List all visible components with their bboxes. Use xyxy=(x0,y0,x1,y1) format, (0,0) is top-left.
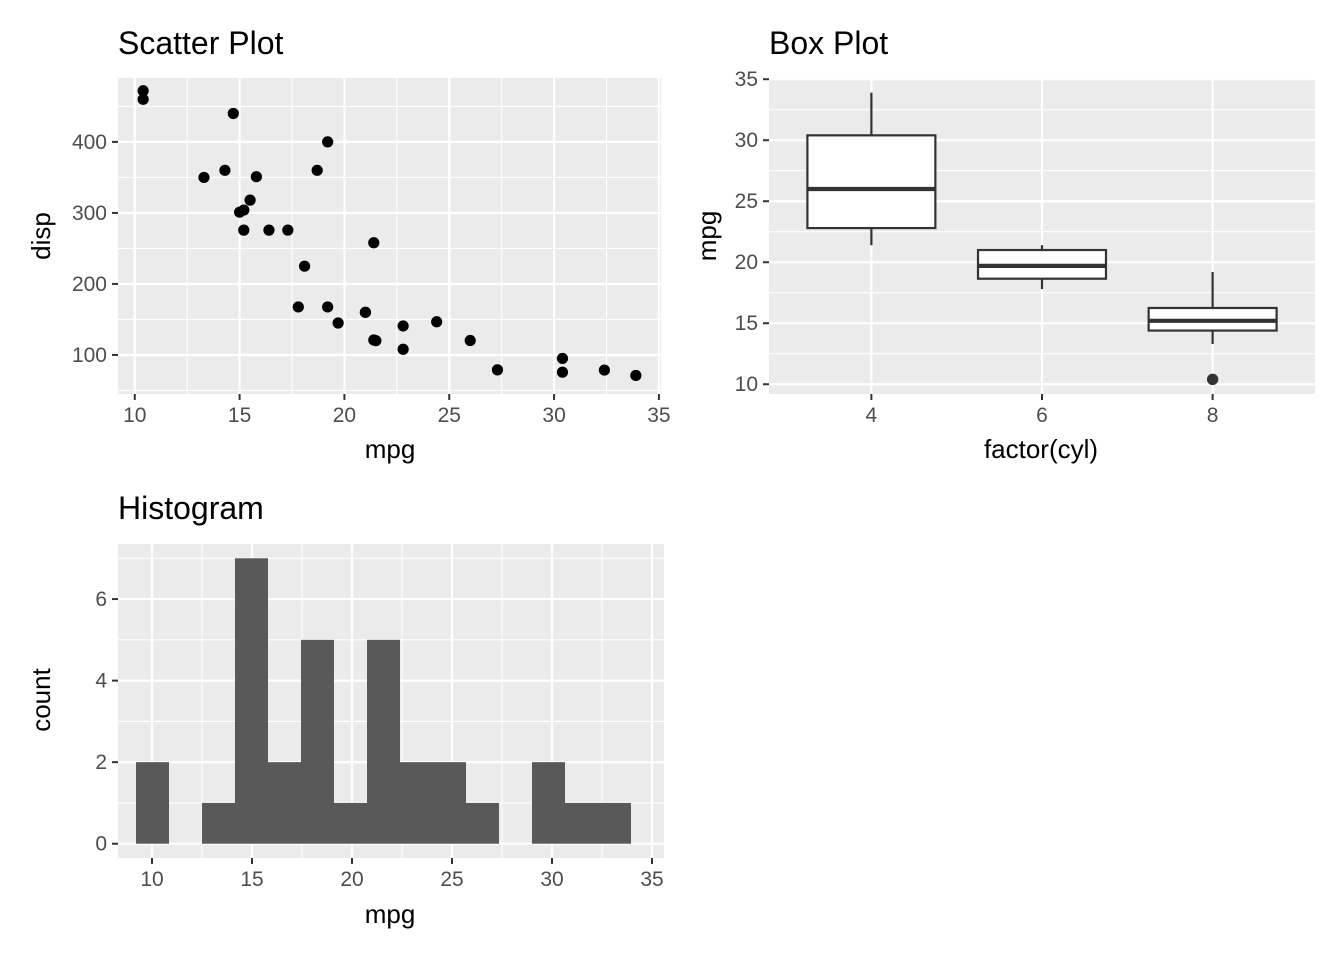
scatter-point xyxy=(227,107,239,120)
scatter-point xyxy=(556,352,569,365)
box-y-tick-label: 10 xyxy=(735,373,758,396)
histogram-x-tick-label: 10 xyxy=(140,868,163,891)
scatter-point xyxy=(431,316,443,328)
scatter-x-tick-label: 30 xyxy=(542,404,565,427)
scatter-point xyxy=(464,334,476,347)
box-x-axis-title: factor(cyl) xyxy=(984,434,1098,464)
histogram-y-tick-label: 4 xyxy=(95,670,107,693)
scatter-point xyxy=(556,366,569,378)
histogram-bar xyxy=(400,762,433,844)
histogram-bar xyxy=(433,762,466,844)
scatter-point xyxy=(322,136,334,148)
scatter-y-tick-label: 400 xyxy=(72,131,107,154)
histogram-x-tick-label: 35 xyxy=(640,868,663,891)
box-y-axis-title: mpg xyxy=(692,211,722,262)
scatter-point xyxy=(311,164,323,176)
scatter-x-tick-label: 35 xyxy=(647,404,670,427)
scatter-point xyxy=(244,194,256,206)
box-x-tick-label: 4 xyxy=(866,404,878,427)
scatter-point xyxy=(238,224,250,236)
box-body xyxy=(806,134,937,230)
scatter-plot-panel: 100 200 300 400 10 15 20 25 30 35 Scatter Plot mp… xyxy=(26,25,671,464)
scatter-point xyxy=(630,369,642,382)
scatter-point xyxy=(250,171,262,183)
box-y-tick-label: 35 xyxy=(735,68,758,91)
scatter-point xyxy=(233,206,246,218)
scatter-y-tick-label: 200 xyxy=(72,273,107,296)
histogram-x-tick-label: 30 xyxy=(540,868,563,891)
box-plot-panel: 10 15 20 25 30 35 4 6 8 Box Plot factor(cyl) mpg xyxy=(692,25,1315,464)
box-y-tick-label: 30 xyxy=(735,129,758,152)
scatter-x-tick-label: 25 xyxy=(438,404,461,427)
histogram-bar xyxy=(235,558,268,844)
scatter-point xyxy=(298,260,311,272)
box-outlier xyxy=(1207,373,1219,385)
scatter-point xyxy=(397,320,409,332)
scatter-point xyxy=(198,171,210,184)
histogram-panel: 0 2 4 6 10 15 20 25 30 35 Histogram mpg count xyxy=(26,490,664,929)
scatter-y-tick-label: 300 xyxy=(72,202,107,225)
scatter-point xyxy=(368,334,380,346)
scatter-point xyxy=(322,301,334,313)
scatter-x-tick-label: 20 xyxy=(333,404,356,427)
histogram-bar xyxy=(202,802,235,844)
histogram-bar xyxy=(532,762,565,844)
histogram-x-axis-title: mpg xyxy=(365,899,416,929)
scatter-x-tick-label: 10 xyxy=(123,404,146,427)
histogram-x-tick-label: 15 xyxy=(240,868,263,891)
histogram-bar xyxy=(136,762,169,844)
scatter-point xyxy=(137,93,149,105)
scatter-point xyxy=(598,364,610,376)
scatter-point xyxy=(491,364,504,376)
box-y-tick-label: 20 xyxy=(735,251,758,274)
scatter-x-tick-label: 15 xyxy=(228,404,251,427)
scatter-point xyxy=(263,224,275,236)
scatter-panel-background xyxy=(118,78,661,394)
histogram-x-tick-label: 25 xyxy=(440,868,463,891)
histogram-x-tick-label: 20 xyxy=(340,868,363,891)
box-y-tick-label: 15 xyxy=(735,312,758,335)
histogram-bar xyxy=(565,802,598,844)
box-title: Box Plot xyxy=(769,25,888,61)
scatter-y-tick-label: 100 xyxy=(72,344,107,367)
histogram-bar xyxy=(301,639,334,844)
histogram-bar xyxy=(268,762,301,844)
scatter-point xyxy=(397,343,409,355)
scatter-x-axis-title: mpg xyxy=(365,434,416,464)
scatter-point xyxy=(359,306,371,318)
histogram-bar xyxy=(466,802,499,844)
histogram-bar xyxy=(334,802,367,844)
histogram-title: Histogram xyxy=(118,490,264,526)
scatter-point xyxy=(332,317,344,329)
histogram-y-tick-label: 6 xyxy=(95,588,107,611)
scatter-point xyxy=(219,164,231,176)
scatter-point xyxy=(292,301,304,313)
histogram-y-tick-label: 2 xyxy=(95,751,107,774)
scatter-point xyxy=(368,237,380,249)
scatter-point xyxy=(282,224,294,236)
scatter-point xyxy=(137,85,149,97)
scatter-y-axis-title: disp xyxy=(26,212,56,260)
histogram-y-tick-label: 0 xyxy=(95,833,107,856)
box-x-tick-label: 8 xyxy=(1207,404,1219,427)
scatter-title: Scatter Plot xyxy=(118,25,284,61)
histogram-bar xyxy=(367,639,400,844)
histogram-bar xyxy=(598,802,631,844)
histogram-y-axis-title: count xyxy=(26,667,56,731)
box-y-tick-label: 25 xyxy=(735,190,758,213)
box-x-tick-label: 6 xyxy=(1036,404,1048,427)
